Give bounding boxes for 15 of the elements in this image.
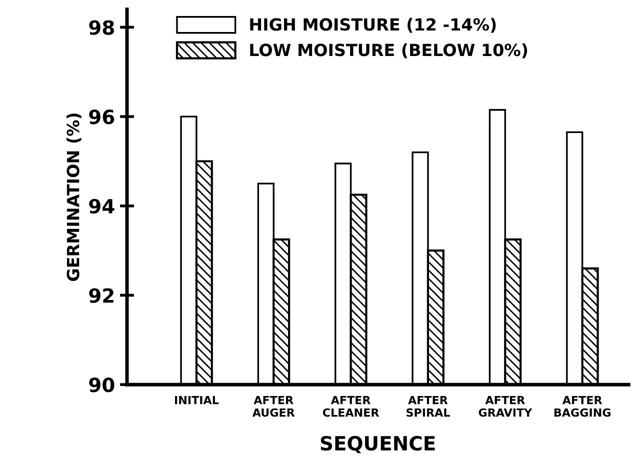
y-axis-title: GERMINATION (%) [66,114,82,281]
legend-label: LOW MOISTURE (BELOW 10%) [250,43,528,58]
x-tick-label: AFTER SPIRAL [406,396,450,417]
y-tick-label: 90 [89,378,114,392]
x-axis-title: SEQUENCE [320,436,435,454]
x-tick-label: AFTER AUGER [252,396,295,417]
y-tick-label: 94 [89,198,114,214]
y-tick-label: 92 [89,288,114,303]
y-tick-label: 96 [89,110,114,124]
y-tick-label: 98 [89,20,114,35]
x-tick-label: AFTER CLEANER [322,396,380,417]
x-tick-label: AFTER GRAVITY [478,396,532,417]
legend-label: HIGH MOISTURE (12 -14%) [250,18,496,33]
x-tick-label: INITIAL [175,396,219,404]
x-tick-label: AFTER BAGGING [554,396,610,417]
